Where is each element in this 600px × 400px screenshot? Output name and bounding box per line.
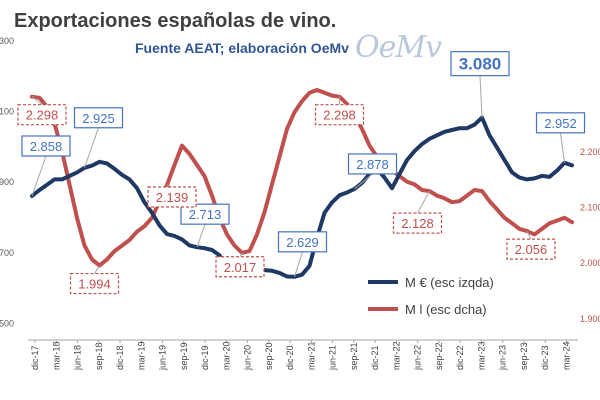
x-tick-label: mar-18 [51,341,61,370]
annotation-leader [84,127,99,168]
annotation-label: 2.139 [156,190,189,205]
chart-title: Exportaciones españolas de vino. [14,10,337,32]
annotation-box [347,153,398,175]
x-tick-label: mar-21 [306,341,316,370]
annotation-box [535,112,586,134]
annotation-label: 2.629 [286,235,319,250]
x-tick-label: jun-19 [158,345,168,371]
annotation-leader [166,184,173,188]
annotation-leader [417,190,430,214]
annotation-leader [239,252,243,258]
left-tick-label: 2.900 [0,177,14,187]
legend-label: M € (esc izqda) [405,275,494,290]
annotation-leader [31,96,43,106]
annotation-label: 2.056 [515,242,548,257]
x-tick-label: jun-20 [243,345,253,371]
x-tick-label: sep-23 [519,342,529,370]
x-tick-label: mar-19 [136,341,146,370]
annotation-label: 2.713 [189,207,222,222]
annotation-label: 2.017 [224,260,257,275]
x-tick-label: jun-21 [328,345,338,371]
annotation-box [69,272,120,295]
annotation-label: 2.298 [26,108,59,123]
x-tick-label: jun-22 [413,345,423,371]
x-tick-label: mar-20 [221,341,231,370]
left-tick-label: 2.700 [0,248,14,258]
annotation-label: 2.952 [544,116,577,131]
right-tick-label: 1.900 [580,314,600,324]
x-tick-label: jun-23 [498,345,508,371]
annotation-leader [479,75,483,118]
x-tick-label: sep-18 [94,342,104,370]
annotation-box [21,135,71,157]
right-tick-label: 2.000 [580,258,600,268]
x-tick-label: mar-24 [561,341,571,370]
annotation-leader [560,132,565,163]
annotation-box [180,203,230,225]
right-tick-label: 2.100 [580,203,600,213]
annotation-box [314,104,365,126]
annotation-label: 2.298 [323,108,356,123]
right-tick-label: 2.200 [580,147,600,157]
annotation-box [506,238,556,260]
annotation-box [277,231,328,253]
annotation-label: 2.858 [30,139,63,154]
annotation-label: 2.878 [356,157,389,172]
annotation-box [17,104,67,126]
x-tick-label: dic-20 [285,345,295,370]
x-tick-label: sep-19 [179,342,189,370]
chart-subtitle: Fuente AEAT; elaboración OeMv [135,40,349,56]
x-tick-label: dic-17 [30,345,40,370]
annotation-label: 3.080 [459,55,502,74]
annotation-box [73,107,124,129]
annotation-leader [94,265,100,274]
x-tick-label: dic-19 [200,345,210,370]
x-tick-label: sep-20 [264,342,274,370]
annotation-box [450,51,510,77]
x-tick-label: dic-21 [370,345,380,370]
x-tick-label: mar-22 [391,341,401,370]
annotation-leader [294,251,303,277]
annotation-box [215,256,265,278]
left-tick-label: 3.100 [0,107,14,117]
x-tick-label: sep-22 [434,342,444,370]
annotation-box [392,212,443,234]
annotation-leader [31,155,47,197]
oemv-logo: OeMv [355,30,442,65]
annotation-leader [354,173,373,190]
annotation-leader [196,224,206,248]
legend-label: M l (esc dcha) [405,302,487,317]
x-tick-label: dic-22 [455,345,465,370]
left-tick-label: 2.500 [0,318,14,328]
left-tick-label: 3.300 [0,36,14,46]
series-line-litres [30,88,574,268]
annotation-label: 1.994 [78,277,111,292]
x-tick-label: dic-18 [115,345,125,370]
annotation-label: 2.925 [82,111,115,126]
x-tick-label: mar-23 [476,341,486,370]
x-tick-label: dic-23 [540,345,550,370]
annotation-leader [526,230,532,240]
annotation-label: 2.128 [401,216,434,231]
annotation-box [147,186,197,208]
x-tick-label: sep-21 [349,342,359,370]
x-tick-label: jun-18 [73,345,83,371]
